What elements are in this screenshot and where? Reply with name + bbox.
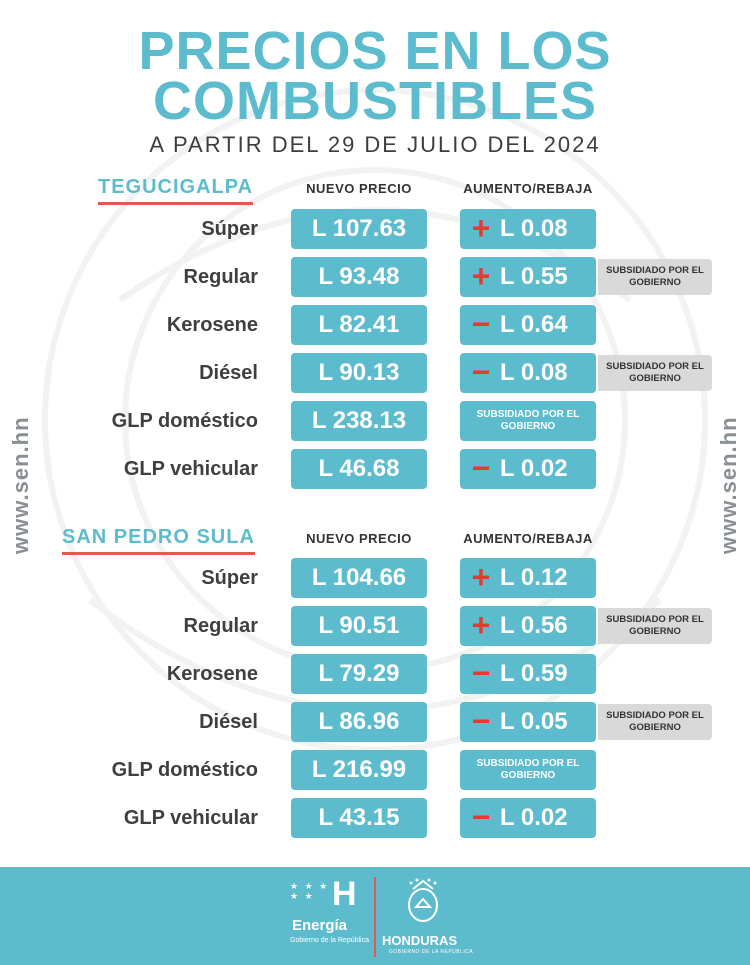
increase-icon: +	[471, 258, 491, 294]
change-value: L 0.12	[500, 564, 568, 591]
decrease-icon: −	[471, 306, 491, 342]
column-header-change: AUMENTO/REBAJA	[463, 181, 593, 196]
fuel-name: GLP doméstico	[111, 410, 258, 432]
decrease-icon: −	[471, 799, 491, 835]
change-value: L 0.56	[500, 612, 568, 639]
decrease-icon: −	[471, 655, 491, 691]
change-box: − L 0.02	[460, 798, 596, 838]
price-box: L 107.63	[291, 209, 427, 249]
column-header-change: AUMENTO/REBAJA	[463, 531, 593, 546]
price-box: L 46.68	[291, 449, 427, 489]
change-value: L 0.64	[500, 311, 568, 338]
change-value: L 0.08	[500, 215, 568, 242]
page-title-line1: PRECIOS EN LOS	[138, 21, 612, 81]
energia-brand-subtitle: Gobierno de la República	[290, 937, 369, 944]
increase-icon: +	[471, 559, 491, 595]
fuel-name: GLP doméstico	[111, 759, 258, 781]
price-box: L 238.13	[291, 401, 427, 441]
fuel-name: Regular	[183, 266, 258, 288]
fuel-row: GLP vehicular L 46.68 − L 0.02	[0, 449, 750, 489]
fuel-name: GLP vehicular	[123, 807, 258, 829]
honduras-logo-text: HONDURAS	[382, 933, 458, 948]
decrease-icon: −	[471, 450, 491, 486]
fuel-name: Súper	[201, 218, 258, 240]
fuel-row: Kerosene L 79.29 − L 0.59	[0, 654, 750, 694]
fuel-row: GLP vehicular L 43.15 − L 0.02	[0, 798, 750, 838]
change-value: L 0.02	[500, 804, 568, 831]
change-box: − L 0.02	[460, 449, 596, 489]
price-box: L 86.96	[291, 702, 427, 742]
change-value: L 0.08	[500, 359, 568, 386]
city-title: TEGUCIGALPA	[98, 176, 254, 205]
fuel-row: Diésel L 86.96 − L 0.05 SUBSIDIADO POR E…	[0, 702, 750, 742]
subsidy-note: SUBSIDIADO POR EL GOBIERNO	[598, 259, 712, 295]
price-box: L 93.48	[291, 257, 427, 297]
fuel-row: Regular L 93.48 + L 0.55 SUBSIDIADO POR …	[0, 257, 750, 297]
price-box: L 216.99	[291, 750, 427, 790]
change-box: − L 0.08	[460, 353, 596, 393]
subsidy-note: SUBSIDIADO POR EL GOBIERNO	[598, 704, 712, 740]
change-value: L 0.59	[500, 660, 568, 687]
column-header-price: NUEVO PRECIO	[306, 531, 412, 546]
change-box: + L 0.55	[460, 257, 596, 297]
fuel-name: Diésel	[199, 362, 258, 384]
increase-icon: +	[471, 607, 491, 643]
fuel-row: Súper L 107.63 + L 0.08	[0, 209, 750, 249]
fuel-row: Diésel L 90.13 − L 0.08 SUBSIDIADO POR E…	[0, 353, 750, 393]
fuel-name: Kerosene	[166, 314, 258, 336]
column-header-price: NUEVO PRECIO	[306, 181, 412, 196]
fuel-name: Regular	[183, 615, 258, 637]
price-box: L 43.15	[291, 798, 427, 838]
page-title-line2: COMBUSTIBLES	[153, 71, 597, 131]
change-box: + L 0.12	[460, 558, 596, 598]
decrease-icon: −	[471, 703, 491, 739]
fuel-row: Súper L 104.66 + L 0.12	[0, 558, 750, 598]
subsidy-note: SUBSIDIADO POR EL GOBIERNO	[598, 608, 712, 644]
subsidy-note: SUBSIDIADO POR EL GOBIERNO	[598, 355, 712, 391]
change-box: − L 0.64	[460, 305, 596, 345]
energia-brand: Energía	[292, 917, 348, 934]
price-box: L 90.51	[291, 606, 427, 646]
fuel-row: GLP doméstico L 216.99 SUBSIDIADO POR EL…	[0, 750, 750, 790]
fuel-row: Regular L 90.51 + L 0.56 SUBSIDIADO POR …	[0, 606, 750, 646]
change-value: L 0.55	[500, 263, 568, 290]
change-box: + L 0.08	[460, 209, 596, 249]
price-box: L 90.13	[291, 353, 427, 393]
fuel-name: Kerosene	[166, 663, 258, 685]
coat-of-arms-icon	[408, 878, 438, 922]
price-box: L 104.66	[291, 558, 427, 598]
subsidy-box: SUBSIDIADO POR EL GOBIERNO	[460, 750, 596, 790]
decrease-icon: −	[471, 354, 491, 390]
change-value: L 0.05	[500, 708, 568, 735]
change-value: L 0.02	[500, 455, 568, 482]
increase-icon: +	[471, 210, 491, 246]
price-box: L 82.41	[291, 305, 427, 345]
subsidy-box: SUBSIDIADO POR EL GOBIERNO	[460, 401, 596, 441]
change-box: + L 0.56	[460, 606, 596, 646]
honduras-logo-subtitle: GOBIERNO DE LA REPÚBLICA	[389, 949, 474, 955]
fuel-name: GLP vehicular	[123, 458, 258, 480]
fuel-row: Kerosene L 82.41 − L 0.64	[0, 305, 750, 345]
price-box: L 79.29	[291, 654, 427, 694]
footer-bar: ★ ★ ★ ★ ★ H Energía Gobierno de la Repúb…	[0, 867, 750, 965]
city-title: SAN PEDRO SULA	[62, 526, 255, 555]
page-subtitle: A PARTIR DEL 29 DE JULIO DEL 2024	[149, 132, 601, 157]
change-box: − L 0.05	[460, 702, 596, 742]
fuel-row: GLP doméstico L 238.13 SUBSIDIADO POR EL…	[0, 401, 750, 441]
fuel-name: Diésel	[199, 711, 258, 733]
change-box: − L 0.59	[460, 654, 596, 694]
fuel-name: Súper	[201, 567, 258, 589]
logo-divider	[374, 877, 376, 957]
stars-icon: ★ ★ ★ ★ ★	[290, 881, 330, 901]
energia-logo-mark: H	[332, 875, 357, 913]
